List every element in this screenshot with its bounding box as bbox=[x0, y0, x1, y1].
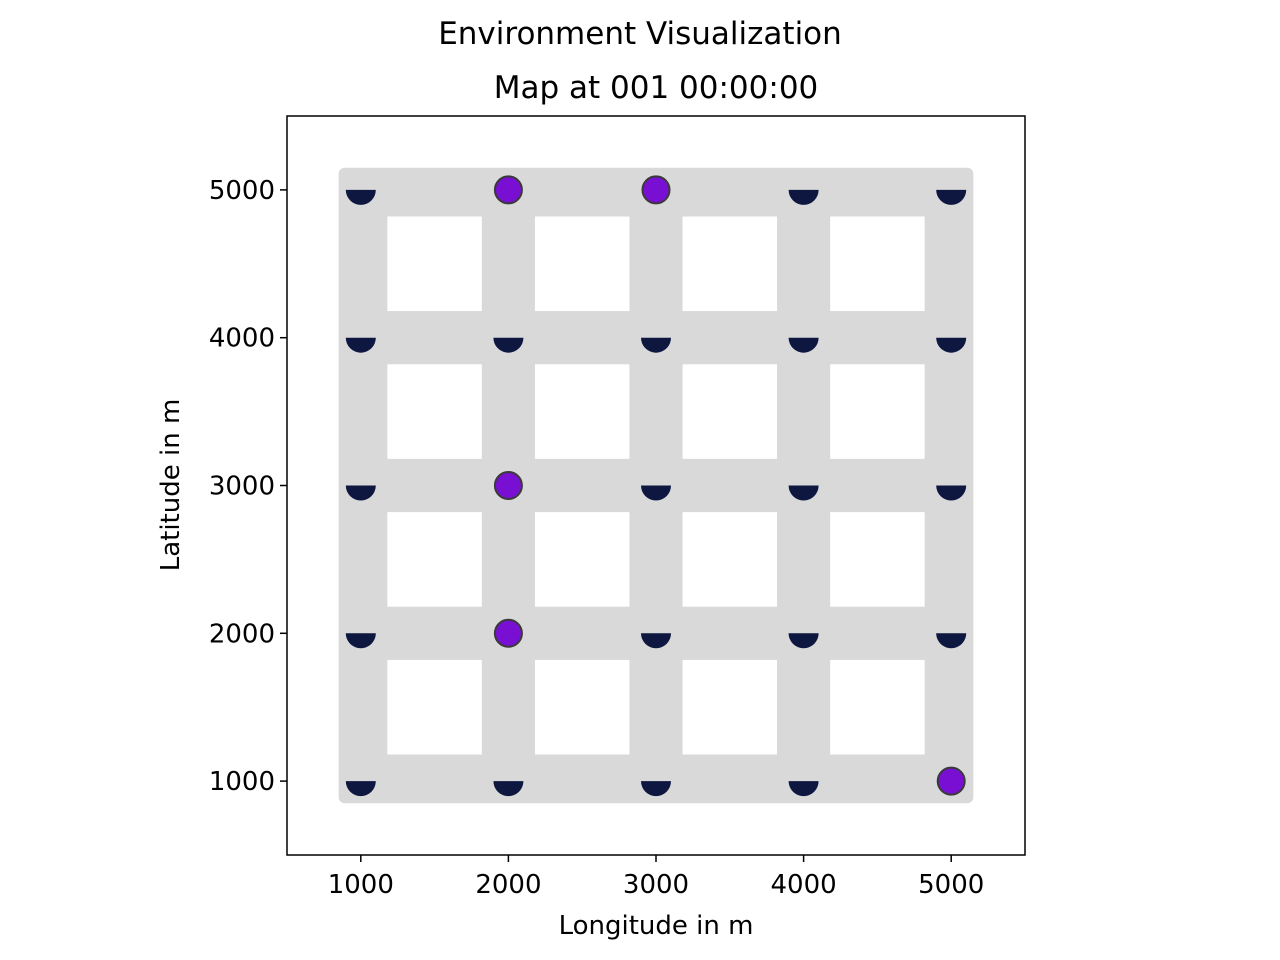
half-circle-marker bbox=[641, 337, 671, 353]
x-tick-label: 1000 bbox=[328, 870, 394, 900]
x-axis: 1000 2000 3000 4000 5000 bbox=[328, 855, 984, 900]
chart-title: Map at 001 00:00:00 bbox=[494, 70, 819, 106]
city-block bbox=[534, 659, 630, 755]
y-tick-label: 2000 bbox=[209, 619, 275, 649]
city-block bbox=[830, 216, 925, 312]
half-circle-marker bbox=[493, 781, 524, 797]
city-block bbox=[534, 512, 630, 607]
chart-suptitle: Environment Visualization bbox=[438, 16, 842, 52]
city-blocks bbox=[387, 216, 925, 755]
half-circle-marker bbox=[936, 633, 967, 649]
data-markers bbox=[345, 175, 967, 797]
half-circle-marker bbox=[936, 485, 967, 501]
half-circle-marker bbox=[493, 337, 524, 353]
half-circle-marker bbox=[345, 633, 376, 649]
city-block bbox=[682, 512, 778, 607]
y-tick-label: 3000 bbox=[209, 472, 275, 502]
y-axis-label: Latitude in m bbox=[156, 399, 186, 572]
half-circle-marker bbox=[345, 337, 376, 353]
y-tick-label: 1000 bbox=[209, 767, 275, 797]
half-circle-marker bbox=[788, 633, 819, 649]
city-block bbox=[682, 364, 778, 459]
half-circle-marker bbox=[936, 337, 967, 353]
circle-marker bbox=[493, 175, 523, 205]
half-circle-marker bbox=[641, 485, 671, 501]
circle-marker bbox=[641, 175, 671, 205]
x-tick-label: 4000 bbox=[771, 870, 837, 900]
half-circle-marker bbox=[641, 781, 671, 797]
x-tick-label: 5000 bbox=[918, 870, 984, 900]
city-block bbox=[830, 512, 925, 607]
circle-marker bbox=[493, 471, 523, 500]
half-circle-marker bbox=[788, 189, 819, 205]
y-tick-label: 5000 bbox=[209, 176, 275, 206]
city-block bbox=[830, 364, 925, 459]
city-block bbox=[534, 216, 630, 312]
half-circle-marker bbox=[788, 337, 819, 353]
city-block bbox=[387, 659, 482, 755]
half-circle-marker bbox=[788, 485, 819, 501]
x-tick-label: 3000 bbox=[623, 870, 689, 900]
x-axis-label: Longitude in m bbox=[559, 911, 754, 941]
half-circle-marker bbox=[345, 781, 376, 797]
city-block bbox=[387, 364, 482, 459]
city-block bbox=[387, 512, 482, 607]
city-block bbox=[534, 364, 630, 459]
half-circle-marker bbox=[641, 633, 671, 649]
city-block bbox=[682, 659, 778, 755]
y-tick-label: 4000 bbox=[209, 324, 275, 354]
circle-marker bbox=[493, 618, 523, 648]
city-block bbox=[830, 659, 925, 755]
y-axis: 1000 2000 3000 4000 5000 bbox=[209, 176, 287, 797]
city-block bbox=[682, 216, 778, 312]
half-circle-marker bbox=[936, 189, 967, 205]
city-block bbox=[387, 216, 482, 312]
x-tick-label: 2000 bbox=[475, 870, 541, 900]
half-circle-marker bbox=[345, 485, 376, 501]
half-circle-marker bbox=[345, 189, 376, 205]
half-circle-marker bbox=[788, 781, 819, 797]
plot-area bbox=[286, 115, 1026, 856]
circle-marker bbox=[936, 766, 966, 796]
